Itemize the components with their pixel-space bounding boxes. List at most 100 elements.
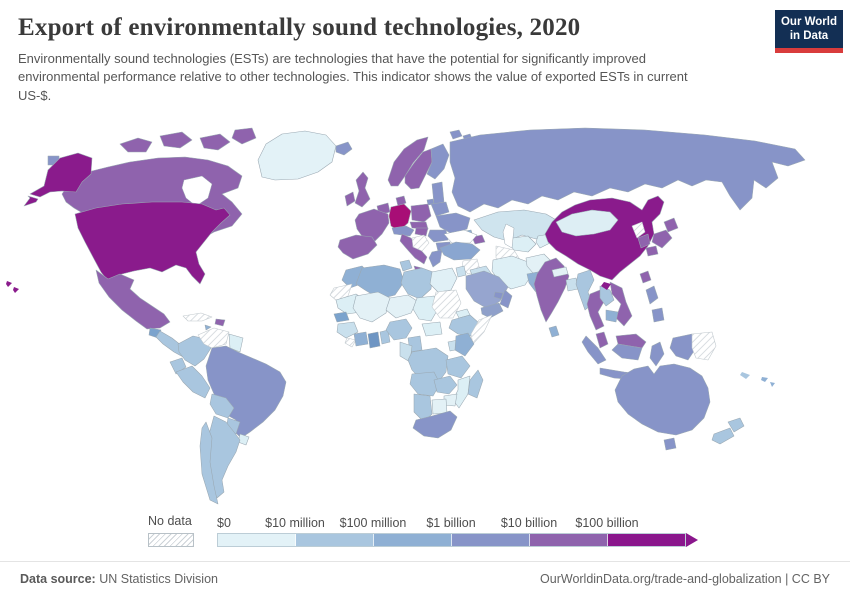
- country-mexico[interactable]: [95, 269, 171, 330]
- country-somalia[interactable]: [470, 314, 493, 345]
- country-liberia[interactable]: [344, 337, 357, 348]
- country-canada-arctic[interactable]: [119, 127, 257, 153]
- country-ukraine[interactable]: [435, 212, 471, 235]
- country-iceland[interactable]: [335, 141, 353, 156]
- country-philippines[interactable]: [645, 285, 665, 323]
- country-malaysia-peninsula[interactable]: [595, 331, 609, 349]
- legend-segment[interactable]: [218, 534, 296, 546]
- country-norway[interactable]: [387, 136, 429, 187]
- country-australia[interactable]: [614, 363, 711, 436]
- country-ethiopia[interactable]: [448, 314, 480, 337]
- owid-logo[interactable]: Our World in Data: [775, 10, 843, 53]
- country-ghana[interactable]: [367, 331, 381, 349]
- country-central-african-republic[interactable]: [421, 321, 443, 337]
- country-poland[interactable]: [410, 203, 432, 223]
- country-belarus[interactable]: [430, 201, 450, 217]
- country-indonesia-sulawesi[interactable]: [649, 341, 665, 367]
- legend-segment[interactable]: [374, 534, 452, 546]
- country-cuba[interactable]: [182, 312, 213, 322]
- country-chile[interactable]: [199, 421, 219, 505]
- country-oman[interactable]: [499, 289, 513, 309]
- legend-segment[interactable]: [608, 534, 685, 546]
- country-ireland[interactable]: [344, 191, 356, 207]
- country-sudan[interactable]: [431, 289, 462, 319]
- country-laos[interactable]: [599, 285, 615, 307]
- country-china-hainan[interactable]: [601, 282, 611, 290]
- legend-tick-label: $10 million: [265, 516, 325, 530]
- legend-no-data-swatch[interactable]: [148, 533, 194, 547]
- country-mozambique[interactable]: [452, 375, 471, 409]
- country-new-zealand[interactable]: [711, 417, 745, 445]
- country-venezuela[interactable]: [197, 327, 230, 349]
- country-sri-lanka[interactable]: [548, 325, 560, 338]
- country-tanzania[interactable]: [445, 355, 471, 379]
- country-egypt[interactable]: [429, 267, 458, 293]
- country-japan-hokkaido[interactable]: [663, 217, 679, 233]
- country-botswana[interactable]: [431, 398, 448, 415]
- country-malaysia-borneo[interactable]: [615, 333, 647, 349]
- country-greece[interactable]: [428, 249, 443, 268]
- country-tunisia[interactable]: [399, 259, 413, 272]
- country-south-africa[interactable]: [412, 410, 458, 439]
- country-togo-benin[interactable]: [379, 329, 391, 345]
- country-zambia[interactable]: [433, 375, 458, 395]
- country-indonesia-sumatra[interactable]: [581, 335, 607, 365]
- country-hawaii[interactable]: [6, 281, 19, 293]
- country-niger[interactable]: [385, 294, 418, 319]
- country-japan-honshu[interactable]: [651, 229, 673, 249]
- country-russia[interactable]: [449, 127, 806, 213]
- country-colombia[interactable]: [177, 335, 212, 367]
- country-greenland[interactable]: [257, 130, 337, 181]
- country-japan-kyushu[interactable]: [645, 245, 659, 257]
- country-guinea-region[interactable]: [336, 321, 359, 339]
- country-uae[interactable]: [493, 291, 504, 300]
- country-guyanas[interactable]: [228, 333, 244, 353]
- country-vietnam[interactable]: [609, 281, 633, 327]
- country-switzerland-austria[interactable]: [391, 225, 415, 237]
- country-tasmania[interactable]: [663, 437, 677, 451]
- country-fiji[interactable]: [761, 377, 775, 387]
- country-cote-divoire[interactable]: [353, 331, 369, 347]
- country-chad[interactable]: [412, 295, 439, 322]
- country-romania[interactable]: [427, 229, 449, 243]
- country-jordan-israel[interactable]: [455, 265, 467, 278]
- country-indonesia-borneo[interactable]: [611, 343, 643, 361]
- country-cambodia[interactable]: [605, 309, 619, 323]
- country-kenya[interactable]: [454, 332, 475, 357]
- country-baltics[interactable]: [431, 181, 445, 205]
- country-taiwan[interactable]: [639, 270, 652, 284]
- country-mongolia[interactable]: [555, 209, 619, 237]
- country-yemen[interactable]: [480, 302, 504, 319]
- country-north-korea[interactable]: [631, 221, 646, 239]
- country-papua-new-guinea[interactable]: [691, 331, 717, 361]
- country-denmark[interactable]: [395, 195, 407, 207]
- credit-link[interactable]: OurWorldinData.org/trade-and-globalizati…: [540, 572, 830, 586]
- country-algeria[interactable]: [355, 264, 405, 300]
- legend-segment[interactable]: [452, 534, 530, 546]
- country-spain[interactable]: [337, 234, 378, 260]
- country-france[interactable]: [354, 208, 390, 243]
- country-libya[interactable]: [400, 267, 434, 300]
- country-senegal[interactable]: [333, 311, 350, 323]
- country-finland[interactable]: [426, 143, 450, 180]
- country-alaska[interactable]: [23, 152, 93, 207]
- country-turkey[interactable]: [439, 241, 481, 261]
- country-sweden[interactable]: [404, 148, 433, 190]
- country-mali[interactable]: [352, 291, 391, 323]
- country-ecuador[interactable]: [169, 357, 187, 375]
- country-western-balkans[interactable]: [411, 234, 430, 252]
- country-saudi-arabia[interactable]: [465, 270, 509, 310]
- country-south-korea[interactable]: [637, 233, 651, 249]
- legend-segment[interactable]: [530, 534, 608, 546]
- country-united-kingdom[interactable]: [354, 171, 371, 208]
- country-madagascar[interactable]: [467, 369, 484, 399]
- legend-segment[interactable]: [296, 534, 374, 546]
- country-nepal[interactable]: [551, 266, 569, 278]
- country-dominican-republic[interactable]: [214, 318, 226, 327]
- country-angola[interactable]: [409, 371, 441, 397]
- country-hungary[interactable]: [414, 227, 429, 237]
- country-new-caledonia[interactable]: [740, 372, 750, 379]
- country-peru[interactable]: [175, 365, 211, 399]
- country-jamaica[interactable]: [204, 324, 212, 331]
- country-nigeria[interactable]: [385, 318, 413, 341]
